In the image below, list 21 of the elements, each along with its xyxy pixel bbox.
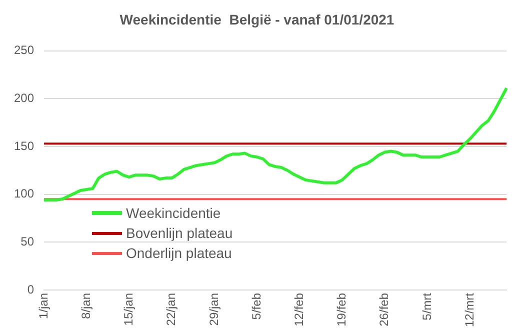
x-tick-label: 5/feb [249,292,264,320]
y-tick-label: 100 [14,186,34,201]
x-tick-label: 12/mrt [462,292,476,328]
x-tick-label: 1/jan [36,292,50,320]
x-tick-label: 29/jan [206,292,221,326]
x-tick-label: 26/feb [377,292,392,326]
y-tick-label: 0 [27,282,34,296]
legend-label: Weekincidentie [126,204,221,223]
y-tick-label: 150 [14,138,34,153]
x-tick-label: 8/jan [78,292,93,320]
y-tick-label: 250 [14,43,34,58]
x-tick-label: 5/mrt [420,292,434,320]
x-tick-label: 12/feb [292,292,306,326]
x-tick-label: 19/feb [334,292,349,326]
x-tick-label: 22/jan [164,292,178,326]
y-tick-label: 50 [20,234,34,248]
x-tick-label: 15/jan [122,292,136,326]
chart-title: Weekincidentie België - vanaf 01/01/2021 [120,11,394,28]
legend-label: Onderlijn plateau [126,244,232,263]
legend-label: Bovenlijn plateau [126,224,233,243]
y-tick-label: 200 [14,90,34,105]
